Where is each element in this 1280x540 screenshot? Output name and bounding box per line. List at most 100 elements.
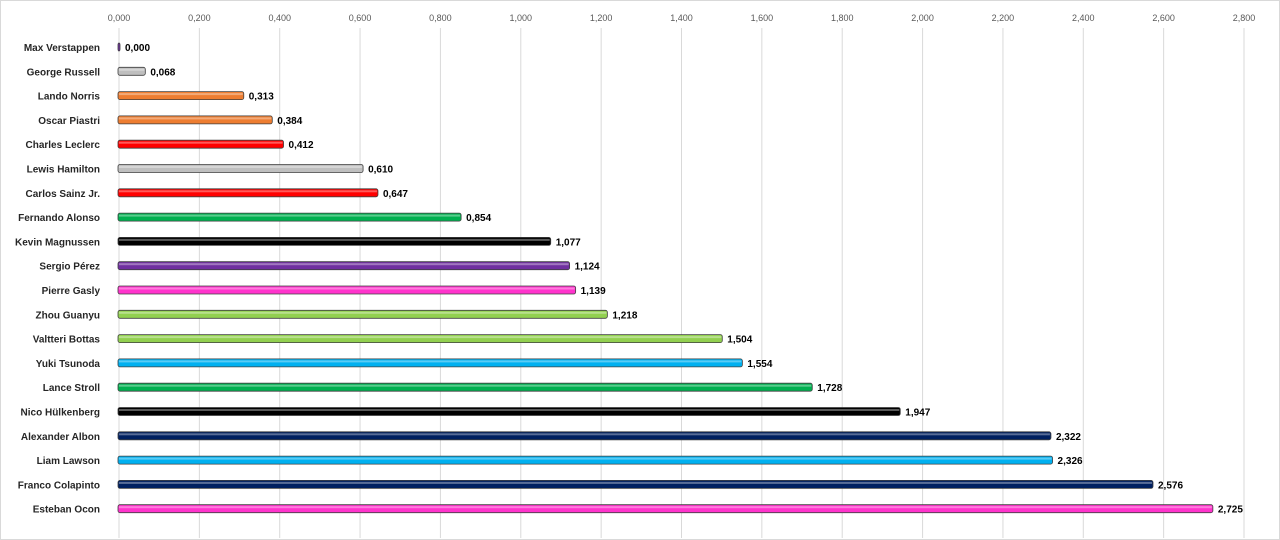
bar-highlight [119, 384, 812, 387]
bar [117, 309, 608, 319]
value-label: 0,000 [125, 43, 150, 54]
bar [117, 407, 901, 416]
x-tick-label: 1,200 [590, 13, 613, 23]
x-tick-label: 2,400 [1072, 13, 1095, 23]
x-tick-label: 0,600 [349, 13, 372, 23]
bar [117, 455, 1053, 465]
value-label: 0,412 [289, 140, 314, 151]
bars [117, 42, 1214, 514]
category-labels: Max Verstappen George Russell Lando Norris… [15, 43, 100, 516]
x-tick-label: 0,200 [188, 13, 211, 23]
value-label: 1,504 [727, 335, 752, 346]
bar [117, 479, 1154, 489]
bar-highlight [119, 409, 900, 411]
value-label: 2,576 [1158, 480, 1183, 491]
bar-highlight [119, 263, 569, 266]
value-label: 2,725 [1218, 505, 1243, 516]
x-tick-label: 1,000 [510, 13, 533, 23]
category-label: Pierre Gasly [42, 286, 101, 297]
category-label: George Russell [27, 67, 101, 78]
bar-highlight [119, 166, 363, 168]
value-label: 1,218 [612, 310, 637, 321]
x-tick-label: 2,800 [1233, 13, 1256, 23]
gridlines [118, 28, 1245, 538]
bar-highlight [119, 141, 283, 144]
value-label: 0,854 [466, 213, 491, 224]
bar-highlight [119, 336, 722, 339]
x-tick-label: 0,800 [429, 13, 452, 23]
x-tick-label: 2,600 [1152, 13, 1175, 23]
category-label: Fernando Alonso [18, 213, 100, 224]
value-labels: 0,000 0,068 0,313 0,384 0,412 0,610 0,647 0,854… [125, 43, 1243, 516]
value-label: 1,077 [556, 237, 581, 248]
bar-highlight [119, 457, 1052, 460]
bar-highlight [119, 68, 145, 71]
x-tick-label: 2,200 [992, 13, 1015, 23]
x-axis-ticks: 0,000 0,200 0,400 0,600 0,800 1,000 1,200 1,400… [108, 13, 1256, 23]
bar-highlight [119, 190, 377, 193]
bar-highlight [119, 481, 1152, 484]
category-label: Liam Lawson [37, 456, 100, 467]
value-label: 1,124 [575, 262, 600, 273]
category-label: Charles Leclerc [26, 140, 101, 151]
category-label: Valtteri Bottas [33, 335, 101, 346]
bar-highlight [119, 433, 1050, 436]
bar [117, 139, 284, 149]
category-label: Zhou Guanyu [36, 310, 100, 321]
bar-highlight [119, 311, 607, 314]
bar [117, 358, 743, 368]
bar [117, 285, 577, 295]
value-label: 1,554 [747, 359, 772, 370]
bar-highlight [119, 506, 1212, 509]
value-label: 1,947 [905, 408, 930, 419]
bar [117, 164, 364, 173]
value-label: 0,647 [383, 189, 408, 200]
x-tick-label: 1,800 [831, 13, 854, 23]
bar [117, 334, 723, 344]
category-label: Nico Hülkenberg [21, 408, 100, 419]
bar-highlight [119, 214, 461, 217]
category-label: Kevin Magnussen [15, 237, 100, 248]
x-tick-label: 0,400 [268, 13, 291, 23]
category-label: Esteban Ocon [33, 505, 100, 516]
bar [117, 504, 1214, 514]
value-label: 2,322 [1056, 432, 1081, 443]
x-tick-label: 2,000 [911, 13, 934, 23]
value-label: 0,313 [249, 92, 274, 103]
category-label: Lance Stroll [43, 383, 100, 394]
bar [117, 431, 1052, 441]
category-label: Lando Norris [38, 92, 101, 103]
category-label: Max Verstappen [24, 43, 100, 54]
category-label: Carlos Sainz Jr. [26, 189, 101, 200]
value-label: 2,326 [1058, 456, 1083, 467]
bar-highlight [119, 360, 742, 363]
bar [117, 236, 552, 246]
bar [117, 188, 379, 198]
bar [117, 66, 146, 76]
bar [117, 42, 121, 52]
category-label: Alexander Albon [21, 432, 100, 443]
bar [117, 382, 813, 392]
bar-highlight [119, 287, 575, 290]
x-tick-label: 1,400 [670, 13, 693, 23]
value-label: 0,610 [368, 165, 393, 176]
value-label: 1,139 [581, 286, 606, 297]
bar-highlight [119, 117, 272, 120]
category-label: Sergio Pérez [39, 262, 100, 273]
x-tick-label: 0,000 [108, 13, 131, 23]
bar-highlight [119, 93, 243, 96]
category-label: Oscar Piastri [38, 116, 100, 127]
category-label: Yuki Tsunoda [36, 359, 101, 370]
bar-highlight [119, 238, 550, 241]
value-label: 0,068 [150, 67, 175, 78]
bar [117, 212, 462, 222]
bar [117, 91, 245, 100]
bar [117, 115, 273, 125]
value-label: 0,384 [277, 116, 302, 127]
category-label: Franco Colapinto [18, 480, 100, 491]
bar [117, 261, 571, 271]
value-label: 1,728 [817, 383, 842, 394]
category-label: Lewis Hamilton [27, 165, 100, 176]
